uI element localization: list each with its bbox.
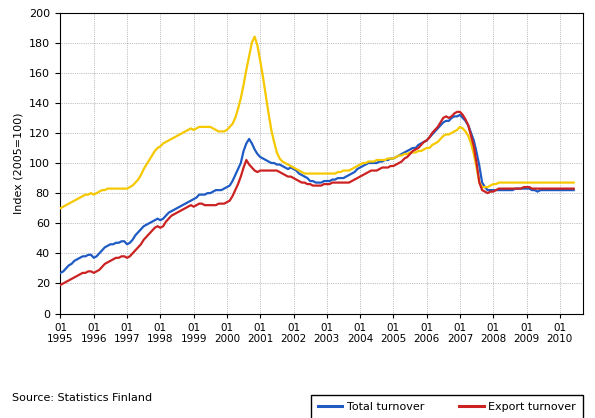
Text: Source: Statistics Finland: Source: Statistics Finland [12, 393, 152, 403]
Y-axis label: Index (2005=100): Index (2005=100) [13, 112, 23, 214]
Legend: Total turnover, Domestic turnover, Export turnover: Total turnover, Domestic turnover, Expor… [311, 395, 583, 418]
